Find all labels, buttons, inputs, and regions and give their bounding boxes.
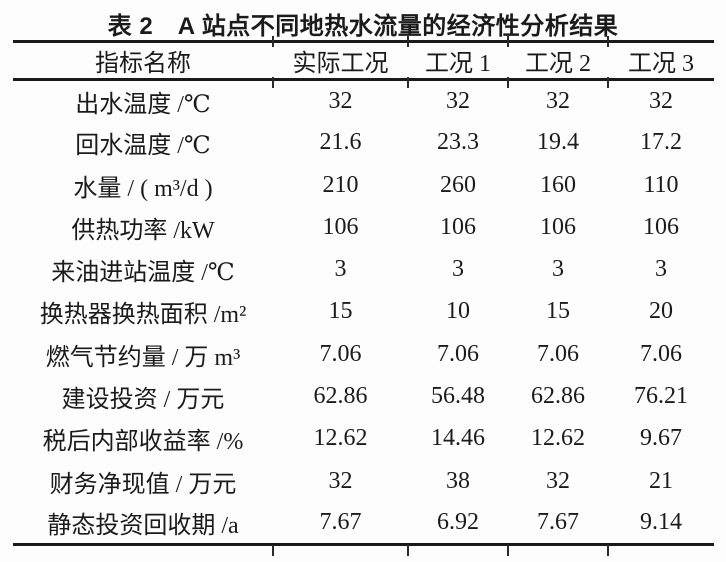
cell: 32 bbox=[328, 87, 353, 114]
column-tick bbox=[272, 77, 274, 88]
cell: 7.06 bbox=[640, 340, 682, 367]
cell: 76.21 bbox=[634, 382, 688, 409]
cell: 6.92 bbox=[408, 502, 508, 546]
economic-analysis-table: 指标名称 实际工况 工况 1 工况 2 工况 3 出水温度 /℃ 32 32 3… bbox=[13, 40, 714, 546]
column-tick bbox=[407, 36, 409, 47]
cell: 38 bbox=[446, 467, 470, 494]
column-tick bbox=[272, 36, 274, 47]
col-header-indicator: 指标名称 bbox=[13, 41, 273, 81]
table-row: 回水温度 /℃ 21.6 23.3 19.4 17.2 bbox=[13, 122, 714, 164]
table-row: 建设投资 / 万元 62.86 56.48 62.86 76.21 bbox=[13, 375, 714, 417]
row-label: 回水温度 /℃ bbox=[75, 133, 211, 160]
col-header-case1: 工况 1 bbox=[408, 41, 508, 81]
cell: 3 bbox=[552, 256, 564, 283]
cell: 106 bbox=[322, 213, 359, 240]
cell: 9.14 bbox=[608, 502, 714, 546]
col-header-actual: 实际工况 bbox=[273, 41, 408, 81]
cell: 10 bbox=[446, 298, 470, 325]
cell: 7.06 bbox=[537, 340, 579, 367]
cell: 210 bbox=[322, 171, 359, 198]
row-label: 出水温度 /℃ bbox=[75, 91, 211, 118]
column-tick bbox=[507, 36, 509, 47]
cell: 32 bbox=[328, 467, 353, 494]
cell: 21.6 bbox=[319, 129, 362, 156]
table-row: 静态投资回收期 /a 7.67 6.92 7.67 9.14 bbox=[13, 502, 714, 546]
cell: 21 bbox=[649, 467, 673, 494]
table-row: 财务净现值 / 万元 32 38 32 21 bbox=[13, 460, 714, 502]
cell: 106 bbox=[540, 213, 576, 240]
column-tick bbox=[507, 545, 509, 556]
cell: 62.86 bbox=[531, 382, 585, 409]
cell: 23.3 bbox=[437, 129, 479, 156]
cell: 15 bbox=[546, 298, 570, 325]
cell: 32 bbox=[546, 467, 570, 494]
cell: 19.4 bbox=[537, 129, 579, 156]
table-row: 换热器换热面积 /m² 15 10 15 20 bbox=[13, 291, 714, 333]
cell: 12.62 bbox=[313, 425, 368, 452]
row-label: 水量 / ( m³/d ) bbox=[73, 175, 213, 202]
cell: 3 bbox=[655, 256, 667, 283]
cell: 110 bbox=[643, 171, 679, 198]
table-row: 燃气节约量 / 万 m³ 7.06 7.06 7.06 7.06 bbox=[13, 333, 714, 375]
table-row: 出水温度 /℃ 32 32 32 32 bbox=[13, 80, 714, 122]
col-header-case3: 工况 3 bbox=[608, 41, 714, 81]
table-row: 水量 / ( m³/d ) 210 260 160 110 bbox=[13, 164, 714, 206]
cell: 14.46 bbox=[431, 425, 485, 452]
column-tick bbox=[272, 545, 274, 556]
cell: 7.06 bbox=[319, 340, 362, 367]
cell: 32 bbox=[546, 87, 570, 114]
row-label: 来油进站温度 /℃ bbox=[51, 260, 235, 287]
row-label: 供热功率 /kW bbox=[71, 217, 215, 244]
cell: 9.67 bbox=[640, 425, 682, 452]
header-row: 指标名称 实际工况 工况 1 工况 2 工况 3 bbox=[13, 41, 714, 81]
column-tick bbox=[607, 77, 609, 88]
cell: 32 bbox=[649, 87, 673, 114]
cell: 56.48 bbox=[431, 382, 485, 409]
cell: 3 bbox=[452, 256, 464, 283]
column-tick bbox=[407, 77, 409, 88]
row-label: 财务净现值 / 万元 bbox=[49, 471, 237, 498]
table-caption: 表 2 A 站点不同地热水流量的经济性分析结果 bbox=[107, 13, 619, 40]
column-tick bbox=[607, 545, 609, 556]
cell: 106 bbox=[643, 213, 679, 240]
cell: 17.2 bbox=[640, 129, 682, 156]
cell: 20 bbox=[649, 298, 673, 325]
column-tick bbox=[607, 36, 609, 47]
cell: 260 bbox=[440, 171, 476, 198]
cell: 106 bbox=[440, 213, 476, 240]
cell: 12.62 bbox=[531, 425, 585, 452]
cell: 7.06 bbox=[437, 340, 479, 367]
table-row: 税后内部收益率 /% 12.62 14.46 12.62 9.67 bbox=[13, 418, 714, 460]
cell: 3 bbox=[334, 256, 347, 283]
cell: 160 bbox=[540, 171, 576, 198]
col-header-case2: 工况 2 bbox=[508, 41, 608, 81]
row-label: 燃气节约量 / 万 m³ bbox=[45, 344, 241, 371]
table-row: 来油进站温度 /℃ 3 3 3 3 bbox=[13, 249, 714, 291]
row-label: 静态投资回收期 /a bbox=[13, 502, 273, 546]
column-tick bbox=[507, 77, 509, 88]
cell: 62.86 bbox=[313, 382, 368, 409]
row-label: 税后内部收益率 /% bbox=[42, 429, 244, 456]
cell: 32 bbox=[446, 87, 470, 114]
cell: 15 bbox=[328, 298, 353, 325]
column-tick bbox=[407, 545, 409, 556]
table-row: 供热功率 /kW 106 106 106 106 bbox=[13, 206, 714, 248]
row-label: 建设投资 / 万元 bbox=[61, 386, 225, 413]
row-label: 换热器换热面积 /m² bbox=[39, 302, 247, 329]
cell: 7.67 bbox=[508, 502, 608, 546]
cell: 7.67 bbox=[273, 502, 408, 546]
